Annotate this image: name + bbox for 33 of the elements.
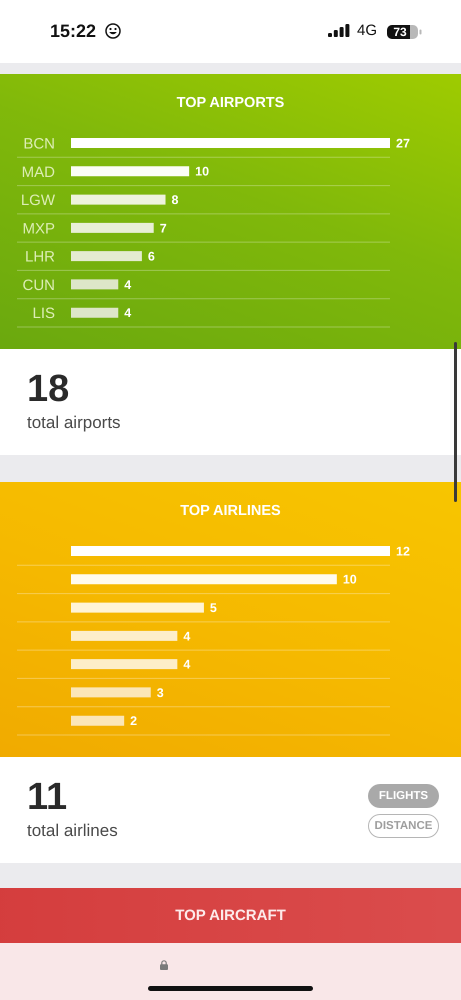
y-tick-label: LHR	[24, 248, 56, 266]
data-label: 12	[396, 544, 410, 558]
data-label: 27	[396, 136, 410, 150]
text: total airports	[27, 413, 121, 432]
data-label: 3	[156, 686, 164, 700]
pill-button: FLIGHTS	[368, 784, 439, 808]
data-label: 7	[160, 221, 167, 236]
data-label: 6	[148, 250, 155, 264]
data-label: 4	[183, 629, 190, 644]
chart-title: TOP AIRPORTS	[176, 95, 284, 111]
y-tick-label: LIS	[32, 305, 55, 322]
y-tick-label: MAD	[22, 164, 56, 181]
text: 73	[393, 25, 407, 39]
y-tick-label: MXP	[22, 220, 55, 238]
data-label: 10	[342, 572, 357, 587]
data-label: 8	[172, 193, 179, 208]
text: 15:22	[50, 21, 96, 41]
data-label: 2	[130, 714, 138, 728]
text: total airlines	[27, 821, 118, 840]
data-label: 4	[124, 278, 132, 292]
data-label: 4	[124, 306, 132, 320]
pill-button: DISTANCE	[368, 814, 439, 838]
y-tick-label: LGW	[20, 192, 56, 210]
text: 4G	[357, 22, 378, 39]
text: TOP AIRCRAFT	[175, 907, 286, 924]
y-tick-label: BCN	[23, 135, 55, 152]
data-label: 10	[195, 164, 210, 179]
chart-title: TOP AIRLINES	[180, 503, 281, 519]
data-label: 5	[210, 601, 217, 616]
text: 11	[27, 776, 68, 818]
data-label: 4	[183, 658, 190, 672]
text: 18	[27, 368, 70, 410]
y-tick-label: CUN	[22, 276, 55, 294]
